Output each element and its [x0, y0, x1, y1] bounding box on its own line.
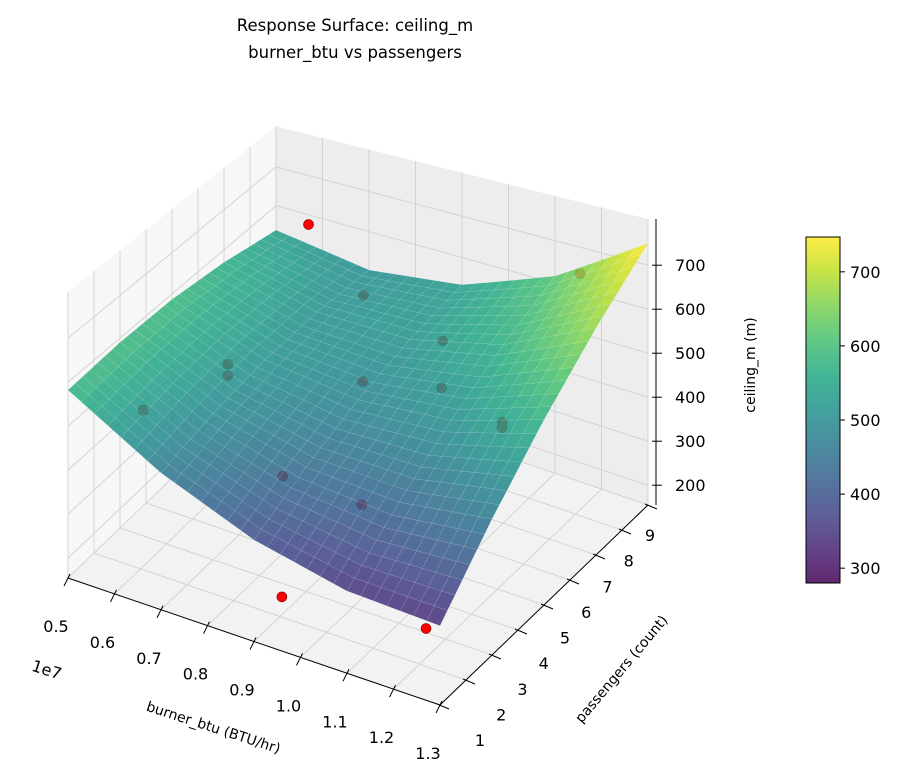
colorbar-tick-label: 400 — [850, 485, 881, 504]
z-tick-label: 400 — [675, 388, 706, 407]
surface-facet — [619, 254, 642, 272]
surface-facet — [530, 406, 552, 421]
surface-facet — [478, 502, 500, 520]
data-point — [303, 219, 314, 230]
x-tick-label: 1.2 — [369, 728, 394, 747]
gridline — [67, 205, 277, 383]
surface-facet — [597, 291, 619, 308]
y-tick — [618, 528, 632, 535]
x-tick — [156, 605, 164, 618]
colorbar-tick-label: 600 — [850, 337, 881, 356]
data-point — [420, 623, 432, 634]
surface-facet — [426, 605, 448, 627]
z-axis-label: ceiling_m (m) — [743, 317, 759, 412]
data-point — [276, 591, 288, 603]
surface-facet — [448, 561, 470, 581]
x-axis-label: burner_btu (BTU/hr) — [144, 699, 282, 757]
x-offset-label: 1e7 — [29, 656, 64, 683]
x-tick — [435, 700, 443, 714]
surface-facet — [485, 488, 508, 506]
colorbar-tick-label: 500 — [850, 411, 881, 430]
z-tick-label: 300 — [675, 432, 706, 451]
z-tick-label: 200 — [675, 476, 706, 495]
x-tick — [296, 653, 303, 666]
surface-facet — [552, 367, 575, 382]
y-tick — [540, 603, 554, 610]
y-tick — [514, 628, 528, 635]
x-tick — [342, 669, 350, 682]
y-tick-label: 3 — [517, 680, 527, 699]
surface-facet — [433, 590, 456, 611]
x-tick-label: 0.8 — [183, 665, 208, 684]
surface-facet — [560, 353, 582, 370]
y-tick — [436, 703, 450, 710]
colorbar: 300 400 500 600 700 — [805, 236, 881, 584]
gridline — [67, 166, 277, 339]
surface-facet — [611, 267, 634, 284]
x-tick-label: 0.7 — [136, 649, 161, 668]
surface-facet — [463, 531, 485, 550]
y-tick-label: 9 — [645, 526, 655, 545]
y-tick-label: 7 — [602, 577, 612, 596]
surface-facet — [441, 575, 463, 596]
colorbar-tick-label: 700 — [850, 263, 881, 282]
x-tick — [110, 589, 117, 603]
y-tick-label: 4 — [539, 654, 549, 673]
x-tick-label: 0.6 — [90, 633, 115, 652]
y-tick-label: 5 — [560, 629, 570, 648]
z-tick-label: 600 — [675, 300, 706, 319]
y-tick — [566, 578, 580, 585]
y-axis-label: passengers (count) — [572, 613, 671, 727]
surface-facet — [537, 393, 560, 408]
x-tick-label: 1.0 — [276, 696, 301, 715]
x-tick — [63, 573, 71, 587]
z-tick-label: 500 — [675, 344, 706, 363]
surface-facet — [515, 433, 537, 449]
surface-facet — [471, 516, 493, 535]
x-tick-label: 1.3 — [415, 744, 440, 763]
x-tick-label: 0.9 — [229, 681, 254, 700]
y-tick — [592, 553, 606, 560]
x-tick — [249, 637, 257, 650]
colorbar-tick-label: 300 — [850, 559, 881, 578]
y-tick-label: 1 — [475, 731, 485, 750]
gridline — [93, 552, 467, 681]
surface-facet — [456, 546, 478, 566]
x-tick-label: 1.1 — [322, 712, 347, 731]
response-surface — [67, 229, 649, 627]
x-tick-label: 0.5 — [43, 617, 68, 636]
y-tick — [462, 678, 476, 685]
gridline — [275, 166, 649, 266]
chart-title: Response Surface: ceiling_m — [237, 16, 473, 36]
gridline — [119, 527, 493, 656]
y-tick-label: 6 — [581, 603, 591, 622]
y-tick-label: 8 — [624, 552, 634, 571]
z-tick-label: 700 — [675, 256, 706, 275]
colorbar-gradient — [805, 236, 841, 584]
y-tick — [488, 653, 502, 660]
y-tick-label: 2 — [496, 705, 506, 724]
x-tick — [389, 684, 396, 698]
chart-subtitle: burner_btu vs passengers — [248, 43, 462, 63]
surface-facet — [508, 447, 530, 463]
surface-facet — [493, 474, 515, 491]
x-tick — [203, 621, 210, 634]
y-tick — [644, 503, 658, 510]
